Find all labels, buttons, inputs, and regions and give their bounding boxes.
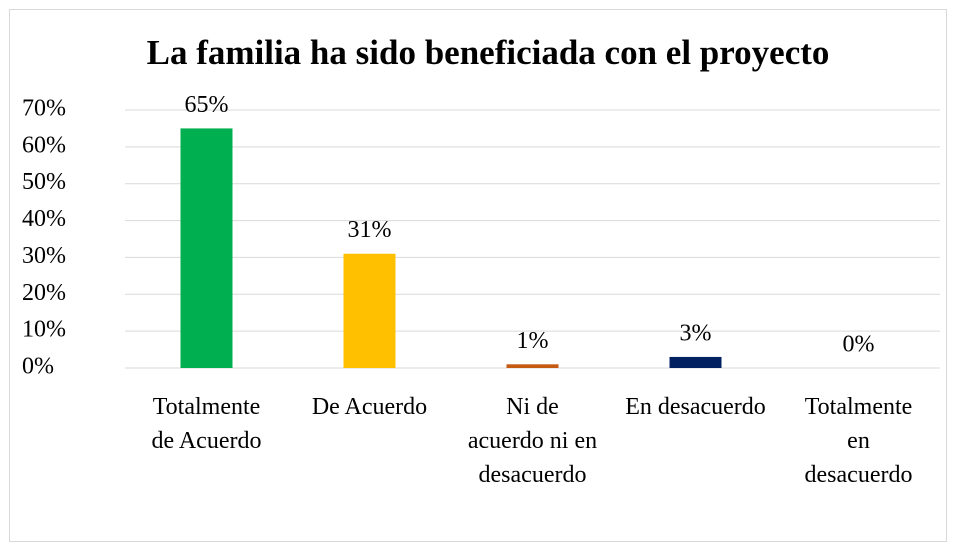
bar (669, 356, 722, 368)
y-tick-label: 50% (22, 169, 66, 195)
x-tick-label: Totalmente en desacuerdo (804, 394, 913, 488)
y-tick-label: 10% (22, 317, 66, 343)
x-tick-label: Ni de acuerdo ni en desacuerdo (467, 394, 598, 488)
y-tick-label: 0% (22, 354, 54, 380)
data-label: 1% (517, 328, 549, 354)
x-tick-label: En desacuerdo (625, 394, 766, 420)
data-label: 0% (843, 332, 875, 358)
bar (180, 128, 233, 368)
chart-title: La familia ha sido beneficiada con el pr… (147, 33, 830, 72)
y-tick-label: 40% (22, 206, 66, 232)
y-tick-label: 30% (22, 243, 66, 269)
data-label: 3% (680, 320, 712, 346)
data-label: 31% (348, 217, 392, 243)
bar (343, 253, 396, 368)
x-tick-label: De Acuerdo (311, 394, 428, 420)
x-tick-label: Totalmente de Acuerdo (151, 394, 262, 454)
y-tick-label: 70% (22, 96, 66, 122)
data-label: 65% (185, 92, 229, 118)
y-tick-label: 20% (22, 280, 66, 306)
bar (506, 364, 559, 368)
chart-border (9, 9, 947, 542)
y-tick-label: 60% (22, 132, 66, 158)
